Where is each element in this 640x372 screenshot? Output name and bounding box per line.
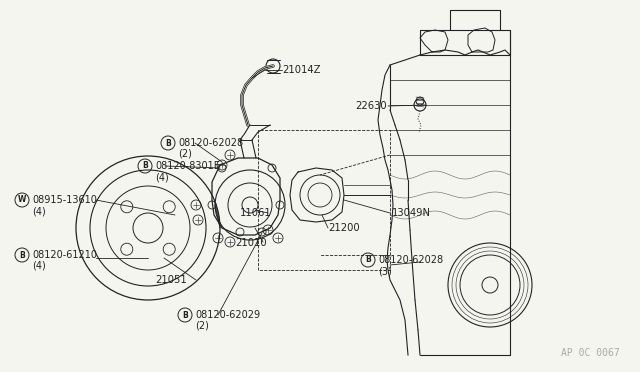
Text: 08915-13610: 08915-13610	[32, 195, 97, 205]
Text: B: B	[19, 250, 25, 260]
Text: (4): (4)	[32, 261, 45, 271]
Text: 21014Z: 21014Z	[282, 65, 321, 75]
Text: AP 0C 0067: AP 0C 0067	[561, 348, 620, 358]
Text: B: B	[365, 256, 371, 264]
Text: 21051: 21051	[155, 275, 187, 285]
Text: 22630: 22630	[355, 101, 387, 111]
Text: W: W	[18, 196, 26, 205]
Text: 08120-8301E: 08120-8301E	[155, 161, 220, 171]
Text: 08120-62029: 08120-62029	[195, 310, 260, 320]
Text: (4): (4)	[155, 172, 169, 182]
Text: B: B	[165, 138, 171, 148]
Text: B: B	[142, 161, 148, 170]
Text: 21200: 21200	[328, 223, 360, 233]
Text: 11061: 11061	[240, 208, 272, 218]
Text: (3): (3)	[378, 266, 392, 276]
Text: (4): (4)	[32, 206, 45, 216]
Text: 21010: 21010	[235, 238, 267, 248]
Text: 08120-62028: 08120-62028	[178, 138, 243, 148]
Text: B: B	[182, 311, 188, 320]
Text: 13049N: 13049N	[392, 208, 431, 218]
Text: (2): (2)	[178, 149, 192, 159]
Text: 08120-61210: 08120-61210	[32, 250, 97, 260]
Text: 08120-62028: 08120-62028	[378, 255, 443, 265]
Text: (2): (2)	[195, 321, 209, 331]
